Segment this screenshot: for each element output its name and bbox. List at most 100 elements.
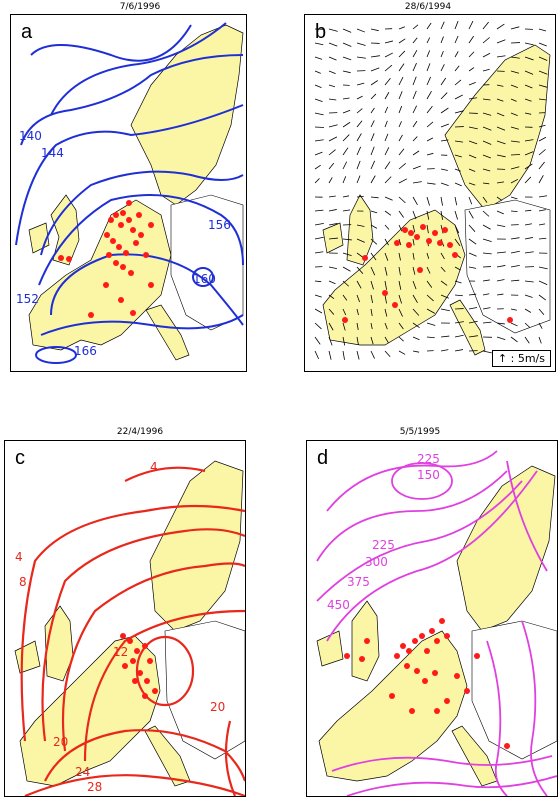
wind-vector — [328, 223, 338, 226]
wind-vector — [412, 49, 418, 58]
wind-vector — [440, 107, 449, 114]
wind-vector — [384, 294, 387, 304]
contour-label: 156 — [208, 218, 231, 232]
panel-b-svg — [314, 20, 551, 360]
wind-vector — [510, 210, 518, 213]
wind-vector — [328, 177, 333, 184]
wind-vector — [342, 350, 345, 360]
wind-vector — [496, 251, 506, 254]
wind-vector — [426, 37, 431, 44]
wind-vector — [538, 280, 548, 286]
wind-vector — [314, 84, 322, 89]
wind-vector — [384, 196, 393, 201]
wind-vector — [496, 336, 506, 341]
wind-vector — [426, 224, 429, 234]
panel-c-title: 22/4/1996 — [116, 427, 164, 437]
wind-vector — [398, 350, 406, 355]
wind-vector — [524, 336, 530, 344]
wind-vector — [384, 224, 390, 230]
wind-vector — [342, 266, 351, 272]
wind-vector — [468, 140, 478, 145]
wind-vector — [426, 196, 430, 206]
wind-vector — [412, 266, 416, 275]
wind-vector — [538, 175, 544, 184]
wind-vector — [398, 63, 405, 72]
wind-vector — [538, 98, 547, 101]
wind-vector — [370, 146, 375, 156]
wind-vector — [440, 335, 450, 338]
wind-vector — [496, 210, 504, 215]
wind-vector — [328, 136, 338, 142]
wind-vector — [342, 336, 346, 346]
wind-vector — [454, 168, 461, 172]
wind-vector — [468, 51, 475, 58]
wind-vector — [454, 294, 463, 297]
wind-vector — [538, 322, 543, 329]
wind-vector — [356, 280, 362, 289]
wind-vector — [412, 150, 420, 156]
wind-vector — [524, 163, 533, 170]
wind-vector — [370, 224, 378, 229]
wind-vector — [342, 121, 351, 128]
wind-vector — [314, 350, 320, 360]
wind-vector — [440, 224, 444, 234]
contour-label: 225 — [417, 452, 440, 466]
contour-label: 140 — [19, 129, 42, 143]
wind-vector — [342, 195, 349, 198]
wind-vector — [524, 84, 533, 89]
wind-vector — [524, 70, 534, 75]
wind-vector — [496, 279, 505, 282]
wind-vector — [370, 210, 378, 214]
wind-vector — [342, 97, 350, 100]
wind-vector — [496, 224, 506, 227]
wind-vector — [328, 70, 336, 74]
contour-label: 144 — [41, 146, 64, 160]
contour-label: 12 — [113, 645, 128, 659]
wind-vector — [398, 224, 403, 232]
wind-vector — [384, 161, 391, 170]
wind-vector — [454, 182, 462, 187]
wind-vector — [482, 126, 492, 131]
legend-text: : 5m/s — [510, 352, 545, 365]
wind-vector — [440, 64, 445, 72]
arrow-icon: ↑ — [497, 352, 508, 365]
wind-vector — [468, 293, 477, 296]
wind-vector — [440, 77, 447, 86]
wind-vector — [370, 280, 374, 290]
wind-vector — [412, 336, 420, 341]
wind-vector — [384, 252, 389, 261]
panel-b-map: b ↑ : 5m/s — [304, 14, 556, 372]
wind-vector — [398, 322, 404, 330]
wind-vector — [454, 140, 464, 143]
wind-vector — [356, 294, 360, 303]
wind-vector — [328, 237, 338, 240]
wind-vector — [482, 182, 490, 185]
wind-vector — [370, 294, 374, 304]
wind-vector — [342, 294, 348, 301]
contour-label: 4 — [150, 460, 158, 474]
wind-vector — [412, 294, 418, 303]
wind-vector — [482, 37, 490, 44]
wind-vector — [482, 321, 492, 324]
wind-vector — [328, 266, 338, 270]
wind-vector — [398, 163, 406, 170]
wind-vector — [370, 350, 375, 359]
panel-letter: d — [317, 447, 329, 469]
wind-vector — [384, 92, 390, 100]
wind-vector — [496, 322, 505, 325]
wind-vector — [426, 280, 433, 288]
wind-vector — [538, 42, 547, 47]
wind-vector — [482, 112, 492, 116]
wind-vector — [384, 308, 388, 317]
wind-vector — [426, 308, 436, 314]
wind-vector — [510, 322, 518, 327]
wind-vector — [412, 181, 422, 184]
wind-vector — [426, 322, 436, 326]
wind-scale-legend: ↑ : 5m/s — [491, 350, 551, 367]
wind-vector — [454, 94, 463, 100]
wind-vector — [454, 334, 464, 338]
wind-vector — [454, 20, 459, 30]
wind-vector — [342, 109, 351, 114]
wind-vector — [510, 196, 518, 200]
wind-vector — [454, 79, 462, 86]
